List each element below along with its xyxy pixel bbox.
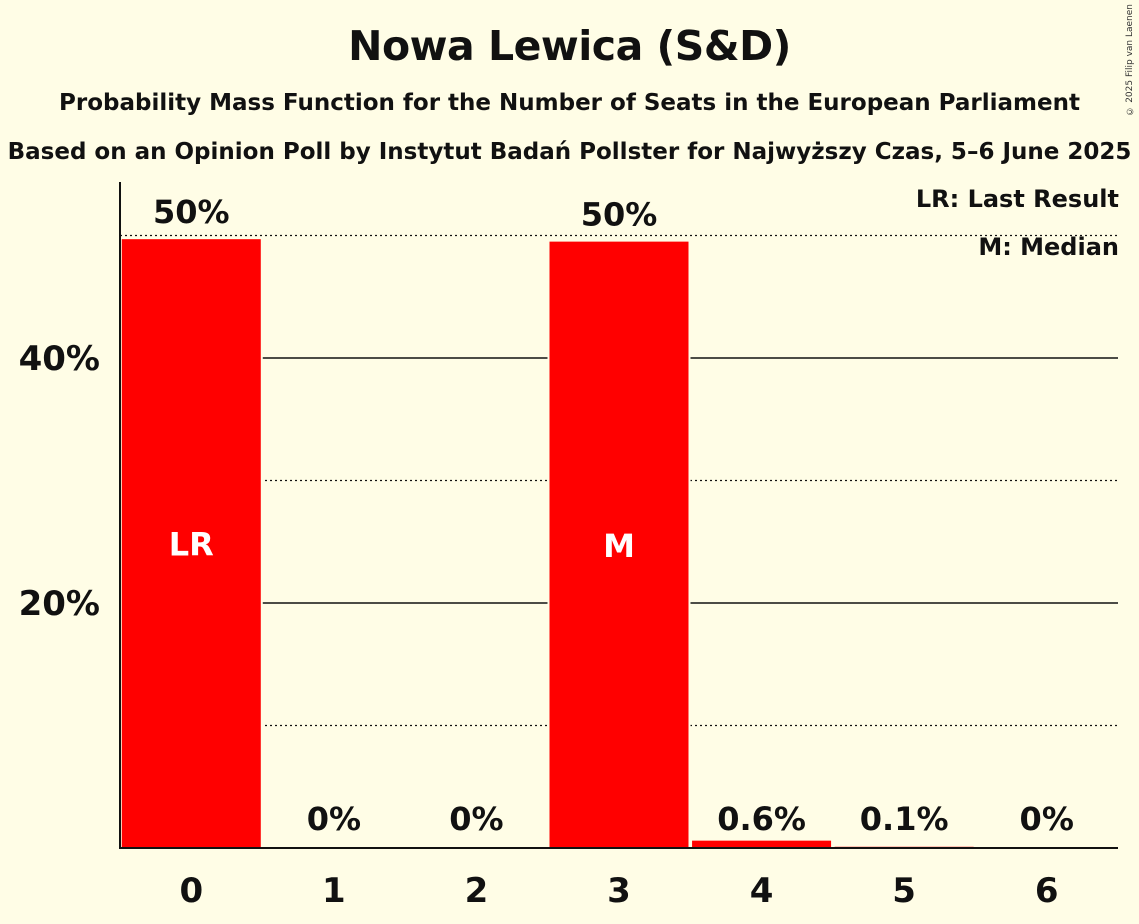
chart-subtitle: Probability Mass Function for the Number… bbox=[59, 90, 1080, 116]
bar-0 bbox=[121, 239, 261, 849]
value-label-1: 0% bbox=[307, 800, 361, 838]
y-tick-label: 20% bbox=[19, 584, 100, 624]
legend-last-result: LR: Last Result bbox=[915, 185, 1119, 213]
x-tick-label: 2 bbox=[465, 871, 489, 911]
bar-marker-m: M bbox=[603, 527, 635, 565]
legend-median: M: Median bbox=[978, 233, 1119, 261]
value-label-5: 0.1% bbox=[860, 800, 949, 838]
value-label-0: 50% bbox=[153, 193, 230, 231]
chart-title: Nowa Lewica (S&D) bbox=[348, 22, 791, 70]
x-tick-label: 1 bbox=[322, 871, 346, 911]
value-label-6: 0% bbox=[1020, 800, 1074, 838]
x-tick-label: 5 bbox=[892, 871, 916, 911]
value-label-2: 0% bbox=[449, 800, 503, 838]
y-tick-label: 40% bbox=[19, 339, 100, 379]
x-tick-label: 6 bbox=[1035, 871, 1059, 911]
value-label-3: 50% bbox=[581, 196, 658, 234]
bar-marker-lr: LR bbox=[169, 526, 214, 564]
bar-gap bbox=[832, 844, 976, 848]
bar-4 bbox=[692, 840, 832, 848]
value-label-4: 0.6% bbox=[717, 800, 806, 838]
x-tick-label: 4 bbox=[750, 871, 774, 911]
x-tick-label: 3 bbox=[607, 871, 631, 911]
bar-3 bbox=[549, 241, 689, 848]
x-tick-label: 0 bbox=[179, 871, 203, 911]
chart-source-subtitle: Based on an Opinion Poll by Instytut Bad… bbox=[7, 139, 1132, 165]
